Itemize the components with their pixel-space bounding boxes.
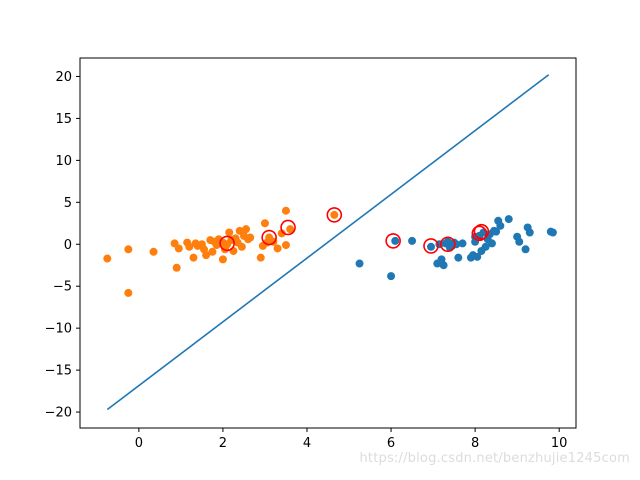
- support-vector-ring: [280, 219, 296, 236]
- data-point-blue: [439, 261, 448, 270]
- data-point-orange: [149, 247, 158, 256]
- data-point-blue: [504, 215, 513, 224]
- data-point-orange: [281, 206, 290, 215]
- data-point-blue: [515, 237, 524, 246]
- data-point-blue: [426, 242, 435, 251]
- data-point-orange: [208, 247, 217, 256]
- data-point-blue: [408, 236, 417, 245]
- data-point-blue: [487, 239, 496, 248]
- x-tick-label: 10: [551, 436, 568, 451]
- watermark-text: https://blog.csdn.net/benzhujie1245com: [359, 451, 630, 466]
- data-point-orange: [225, 228, 234, 237]
- y-tick-label: −10: [45, 322, 72, 337]
- data-point-orange: [242, 225, 251, 234]
- x-tick-label: 0: [135, 436, 143, 451]
- data-point-blue: [473, 252, 482, 261]
- y-tick-label: −20: [45, 406, 72, 421]
- y-tick-label: 15: [55, 112, 72, 127]
- y-tick-label: 20: [55, 70, 72, 85]
- data-point-blue: [355, 259, 364, 268]
- data-point-blue: [458, 239, 467, 248]
- y-tick-label: 0: [64, 238, 72, 253]
- plot-frame: [79, 57, 577, 429]
- y-tick-label: −5: [53, 280, 72, 295]
- data-point-orange: [237, 242, 246, 251]
- data-point-orange: [124, 245, 133, 254]
- y-tick-label: 10: [55, 154, 72, 169]
- data-point-orange: [330, 210, 339, 219]
- data-point-orange: [124, 288, 133, 297]
- support-vector-ring: [326, 207, 343, 223]
- x-tick-label: 8: [471, 436, 479, 451]
- data-point-blue: [481, 242, 490, 251]
- support-vector-ring: [471, 225, 488, 242]
- data-point-orange: [273, 244, 282, 253]
- y-tick-label: −15: [45, 364, 72, 379]
- data-point-orange: [172, 263, 181, 272]
- data-point-orange: [229, 246, 238, 255]
- data-point-orange: [256, 253, 265, 262]
- data-point-blue: [492, 227, 501, 236]
- data-point-blue: [521, 245, 530, 254]
- data-point-orange: [202, 251, 211, 260]
- data-point-blue: [525, 228, 534, 237]
- support-vector-ring: [423, 238, 439, 254]
- support-vector-ring: [439, 236, 456, 253]
- data-point-orange: [286, 225, 295, 234]
- support-vector-ring: [261, 229, 277, 246]
- data-point-blue: [496, 221, 505, 230]
- data-point-blue: [454, 253, 463, 262]
- x-tick-label: 6: [387, 436, 395, 451]
- data-point-orange: [277, 229, 286, 238]
- data-point-orange: [103, 254, 112, 263]
- data-point-orange: [185, 242, 194, 251]
- support-vector-ring: [473, 223, 490, 240]
- chart-marks: [103, 74, 557, 411]
- support-vector-ring: [219, 235, 235, 252]
- data-point-orange: [281, 241, 290, 250]
- x-tick-label: 2: [219, 436, 227, 451]
- data-point-orange: [260, 219, 269, 228]
- data-point-blue: [548, 228, 557, 237]
- data-point-orange: [218, 255, 227, 264]
- x-tick-label: 4: [303, 436, 311, 451]
- data-point-orange: [189, 253, 198, 262]
- decision-boundary-line: [106, 74, 550, 411]
- data-point-blue: [391, 236, 400, 245]
- chart-axes: 0 2 4 6 8 10 −20 −15 −10 −5 0 5 10 15 20: [45, 70, 568, 451]
- data-point-orange: [246, 233, 255, 242]
- support-vector-ring: [385, 233, 401, 249]
- y-tick-label: 5: [64, 196, 72, 211]
- data-point-orange: [174, 244, 183, 253]
- data-point-blue: [387, 272, 396, 281]
